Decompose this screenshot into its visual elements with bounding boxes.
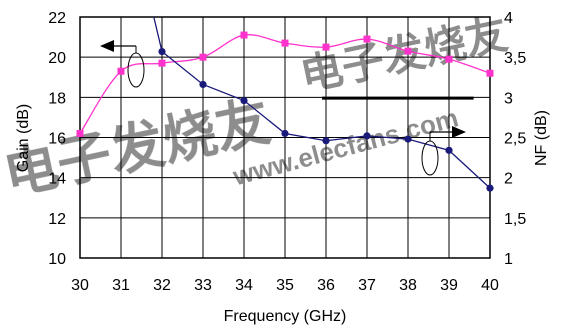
left-y-tick-label: 20: [48, 50, 66, 67]
nf-data-point: [404, 135, 412, 143]
x-tick-label: 30: [71, 277, 89, 294]
gain-marker-ellipse: [127, 52, 145, 88]
gain-data-point: [322, 43, 330, 51]
right-y-tick-label: 1,5: [504, 211, 526, 228]
right-y-tick-label: 2: [504, 171, 513, 188]
nf-marker-ellipse: [421, 140, 439, 176]
gain-data-point: [281, 39, 289, 47]
right-y-tick-label: 4: [504, 10, 513, 27]
x-tick-label: 32: [153, 277, 171, 294]
nf-series-line: [153, 16, 491, 189]
nf-data-point: [199, 80, 207, 89]
nf-data-point: [240, 96, 248, 105]
x-tick-label: 38: [399, 277, 417, 294]
right-y-tick-label: 3: [504, 90, 513, 107]
watermark-cjk-2: 电子发烧友: [296, 10, 511, 100]
watermark-cjk: 电子发烧友: [0, 91, 275, 206]
right-y-axis-ticks: 1 1,5 2 2,5 3 3,5 4: [504, 10, 526, 268]
x-tick-label: 36: [317, 277, 335, 294]
nf-data-point: [158, 47, 166, 56]
nf-data-point: [486, 184, 494, 192]
x-tick-label: 40: [481, 277, 499, 294]
gain-data-point: [363, 35, 371, 43]
gain-data-point: [240, 31, 248, 39]
annotation-layer: [100, 40, 474, 176]
nf-arrow-head: [452, 126, 466, 138]
x-tick-label: 34: [235, 277, 253, 294]
gain-data-point: [404, 47, 412, 55]
x-tick-label: 39: [440, 277, 458, 294]
right-y-tick-label: 2,5: [504, 131, 526, 148]
left-y-axis-ticks: 10 12 14 16 18 20 22: [48, 10, 66, 268]
left-y-axis-title: Gain (dB): [15, 104, 32, 172]
left-y-tick-label: 18: [48, 90, 66, 107]
left-y-tick-label: 10: [48, 251, 66, 268]
x-axis-ticks: 30 31 32 33 34 35 36 37 38 39 40: [71, 277, 499, 294]
nf-data-point: [363, 132, 371, 140]
left-y-tick-label: 12: [48, 211, 66, 228]
gain-data-point: [76, 129, 84, 137]
x-tick-label: 33: [194, 277, 212, 294]
left-y-tick-label: 22: [48, 10, 66, 27]
nf-data-point: [322, 137, 330, 145]
gain-data-point: [486, 69, 494, 77]
gain-data-point: [199, 53, 207, 61]
x-tick-label: 35: [276, 277, 294, 294]
series-layer: [76, 16, 494, 192]
gain-arrow-head: [100, 40, 114, 52]
right-y-axis-title: NF (dB): [533, 110, 550, 166]
plot-frame: [79, 16, 491, 259]
x-tick-label: 31: [112, 277, 130, 294]
gain-data-point: [158, 59, 166, 67]
x-tick-label: 37: [358, 277, 376, 294]
right-y-tick-label: 1: [504, 251, 513, 268]
left-y-tick-label: 16: [48, 131, 66, 148]
watermark: 电子发烧友 电子发烧友 www.elecfans.com: [0, 10, 512, 206]
left-y-tick-label: 14: [48, 171, 66, 188]
nf-data-point: [445, 146, 453, 154]
gain-data-point: [445, 55, 453, 63]
nf-data-point: [281, 129, 289, 138]
gain-data-point: [117, 67, 125, 75]
x-axis-title: Frequency (GHz): [224, 308, 347, 325]
right-y-tick-label: 3,5: [504, 50, 526, 67]
